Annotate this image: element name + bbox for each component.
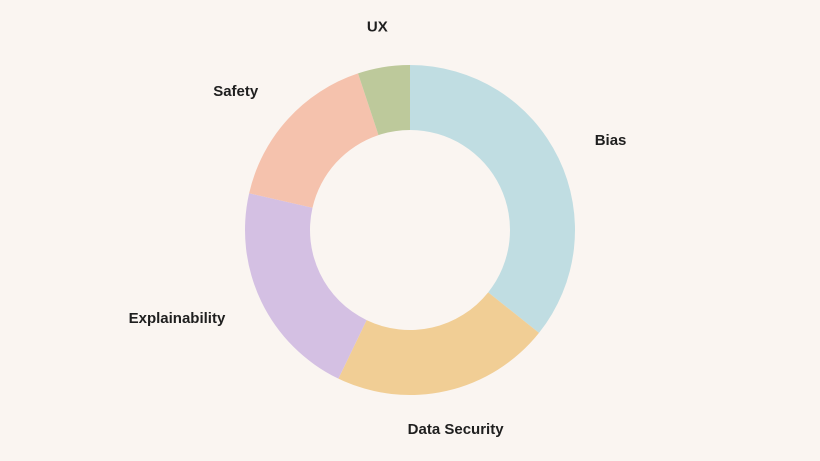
- label-bias: Bias: [595, 132, 627, 149]
- label-explainability: Explainability: [129, 310, 226, 327]
- label-ux: UX: [367, 19, 388, 36]
- label-data-security: Data Security: [408, 421, 505, 438]
- slice-safety: [249, 73, 379, 208]
- slice-ux: [358, 65, 410, 136]
- label-safety: Safety: [213, 83, 259, 100]
- donut-slices: [245, 65, 575, 395]
- slice-explainability: [245, 193, 367, 379]
- slice-bias: [410, 65, 575, 333]
- slice-labels: Bias Data Security Explainability Safety UX: [129, 19, 627, 438]
- slice-data-security: [338, 292, 540, 395]
